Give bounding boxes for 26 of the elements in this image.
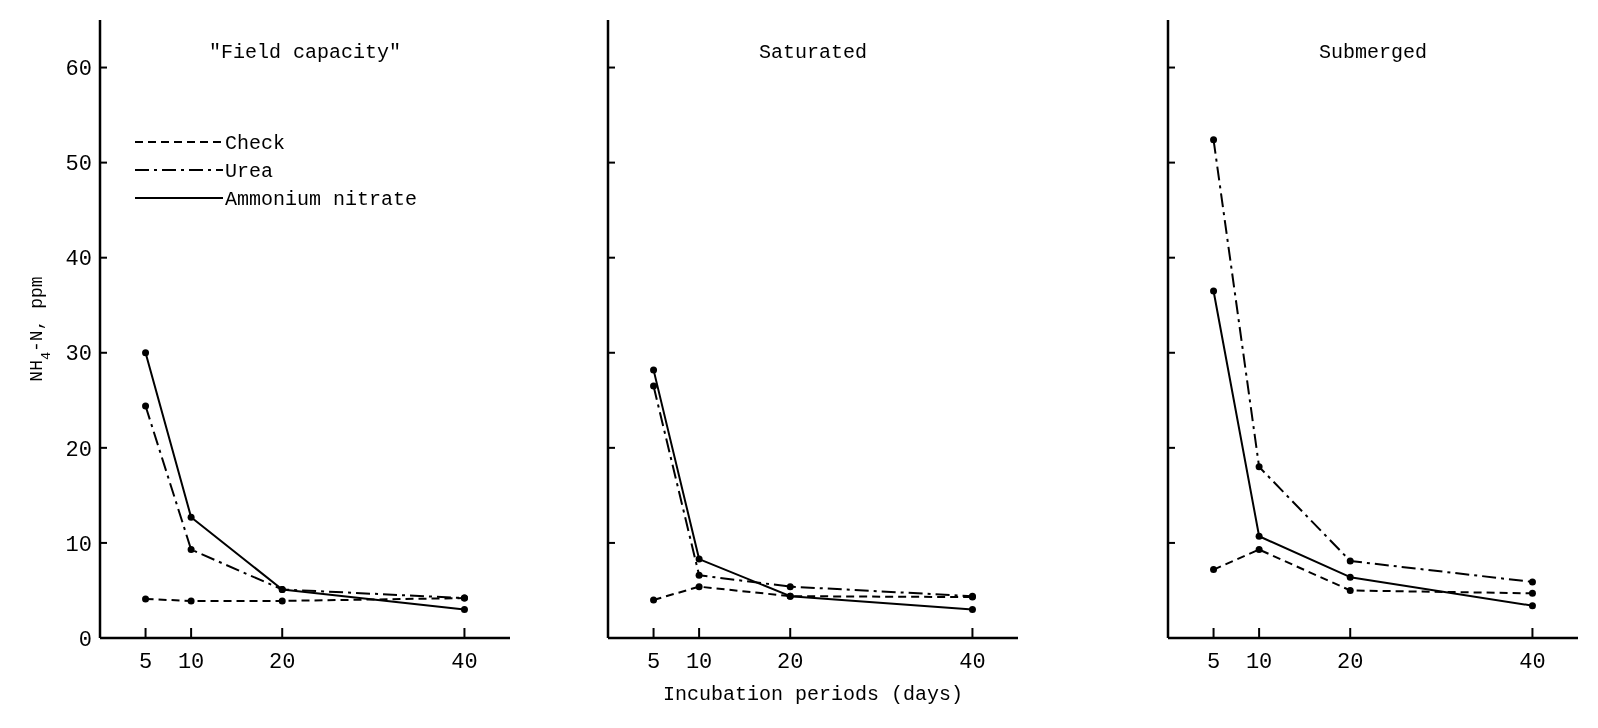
text: Submerged bbox=[1318, 41, 1428, 64]
x-axis-title: Incubation periods (days) bbox=[662, 683, 964, 706]
x-tick-label: 20 bbox=[1337, 650, 1364, 675]
legend-label: Urea bbox=[225, 160, 274, 183]
x-tick-label: 5 bbox=[1206, 650, 1221, 675]
x-tick-label: 40 bbox=[451, 650, 478, 675]
y-tick-label: 50 bbox=[65, 152, 92, 178]
x-tick-label: 20 bbox=[777, 650, 804, 675]
y-tick-label: 0 bbox=[78, 627, 92, 653]
y-tick-label: 60 bbox=[65, 57, 92, 83]
x-tick-label: 10 bbox=[685, 650, 713, 675]
legend-label: Ammonium nitrate bbox=[225, 188, 418, 211]
legend-label: Check bbox=[225, 132, 286, 155]
x-tick-label: 40 bbox=[959, 650, 986, 675]
y-tick-label: 40 bbox=[65, 247, 92, 273]
text: Saturated bbox=[758, 41, 868, 64]
y-tick-label: 20 bbox=[65, 437, 92, 463]
x-tick-label: 5 bbox=[138, 650, 153, 675]
x-tick-label: 10 bbox=[1245, 650, 1273, 675]
y-tick-label: 10 bbox=[65, 532, 92, 558]
x-tick-label: 10 bbox=[177, 650, 205, 675]
y-tick-label: 30 bbox=[65, 342, 92, 368]
text: "Field capacity" bbox=[208, 41, 402, 64]
x-tick-label: 20 bbox=[269, 650, 296, 675]
x-tick-label: 40 bbox=[1519, 650, 1546, 675]
x-tick-label: 5 bbox=[646, 650, 661, 675]
